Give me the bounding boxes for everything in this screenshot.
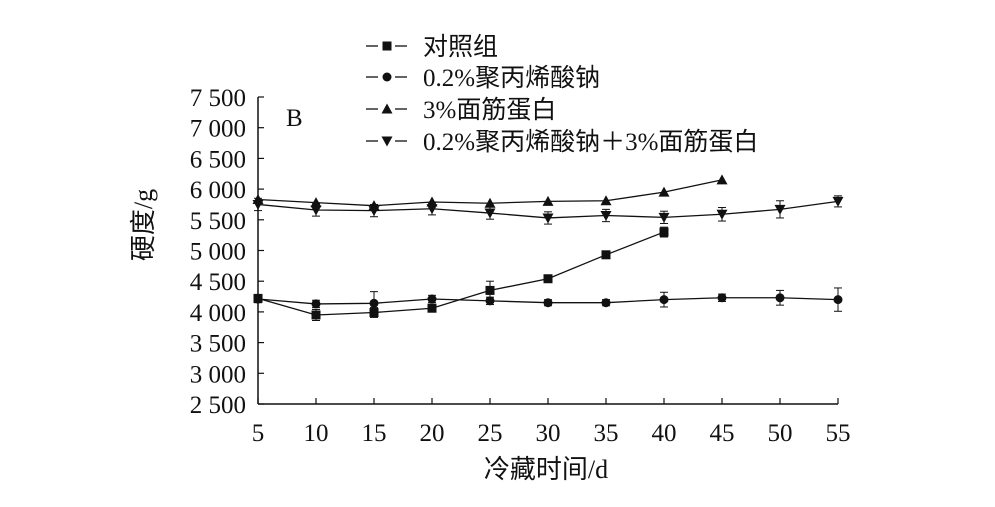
data-point: [543, 274, 553, 284]
data-point: [832, 196, 844, 207]
data-point: [542, 195, 554, 206]
x-tick-label: 30: [536, 420, 561, 447]
y-tick-label: 3 000: [190, 361, 246, 388]
data-point: [659, 227, 669, 237]
data-point: [601, 250, 611, 260]
x-tick-label: 50: [768, 420, 793, 447]
legend-marker: [382, 41, 392, 51]
data-point: [775, 293, 785, 303]
y-tick-label: 7 500: [190, 85, 246, 112]
data-point: [310, 197, 322, 208]
y-tick-label: 2 500: [190, 392, 246, 419]
data-point: [310, 205, 322, 216]
data-point: [543, 298, 553, 308]
panel-label: B: [286, 105, 303, 132]
legend-entry: 0.2%聚丙烯酸钠: [366, 64, 600, 92]
x-tick-label: 25: [478, 420, 503, 447]
y-axis-title: 硬度/g: [129, 189, 158, 261]
data-point: [542, 213, 554, 224]
series-triangle-up: [252, 174, 728, 211]
data-point: [716, 209, 728, 220]
y-tick-label: 7 000: [190, 116, 246, 143]
legend-label: 0.2%聚丙烯酸钠: [423, 64, 600, 92]
x-tick-label: 35: [594, 420, 619, 447]
legend-marker: [381, 103, 393, 114]
data-point: [427, 303, 437, 313]
data-point: [311, 299, 321, 309]
data-point: [427, 294, 437, 304]
legend: 对照组 0.2%聚丙烯酸钠 3%面筋蛋白 0.2%聚丙烯酸钠＋3%面筋蛋白: [366, 33, 758, 156]
x-tick-label: 20: [420, 420, 445, 447]
series-circle: [253, 287, 843, 316]
y-tick-label: 4 000: [190, 300, 246, 327]
data-point: [485, 296, 495, 306]
data-point: [484, 197, 496, 208]
data-point: [426, 204, 438, 215]
data-point: [774, 204, 786, 215]
y-tick-label: 4 500: [190, 269, 246, 296]
y-tick-label: 3 500: [190, 331, 246, 358]
y-tick-label: 6 000: [190, 177, 246, 204]
y-tick-label: 5 000: [190, 239, 246, 266]
data-point: [426, 196, 438, 207]
data-point: [485, 285, 495, 295]
data-point: [600, 211, 612, 222]
data-point: [717, 293, 727, 303]
data-point: [658, 186, 670, 197]
legend-label: 3%面筋蛋白: [423, 96, 556, 124]
y-tick-label: 5 500: [190, 208, 246, 235]
data-point: [311, 310, 321, 320]
legend-entry: 3%面筋蛋白: [366, 96, 556, 124]
x-axis-title: 冷藏时间/d: [484, 455, 608, 484]
data-point: [600, 195, 612, 206]
data-point: [369, 298, 379, 308]
x-tick-label: 15: [362, 420, 387, 447]
data-point: [484, 208, 496, 219]
legend-label: 0.2%聚丙烯酸钠＋3%面筋蛋白: [423, 128, 758, 156]
legend-entry: 对照组: [366, 33, 498, 61]
axes: 5 10 15 20 25 30 35 40 45 50 55 2 500 3 000 3 500 4 00…: [190, 85, 851, 447]
data-point: [716, 174, 728, 185]
x-tick-label: 10: [304, 420, 329, 447]
y-tick-label: 6 500: [190, 146, 246, 173]
legend-marker: [382, 72, 392, 82]
data-point: [833, 295, 843, 305]
x-tick-label: 40: [652, 420, 677, 447]
series-triangle-down: [252, 195, 844, 225]
data-point: [658, 212, 670, 223]
legend-marker: [381, 136, 393, 147]
legend-entry: 0.2%聚丙烯酸钠＋3%面筋蛋白: [366, 128, 758, 156]
data-series: [252, 174, 844, 321]
legend-label: 对照组: [423, 33, 498, 61]
data-point: [659, 295, 669, 305]
data-point: [253, 294, 263, 304]
data-point: [601, 298, 611, 308]
x-tick-label: 5: [252, 420, 265, 447]
x-tick-label: 55: [826, 420, 851, 447]
x-tick-label: 45: [710, 420, 735, 447]
data-point: [252, 199, 264, 210]
data-point: [368, 206, 380, 217]
